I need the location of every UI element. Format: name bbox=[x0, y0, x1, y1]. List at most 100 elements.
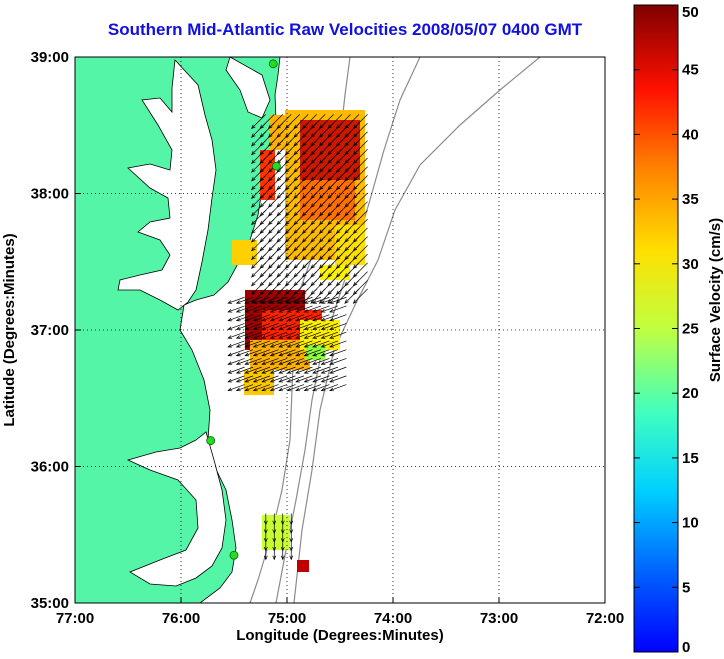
velocity-arrowhead bbox=[235, 326, 241, 330]
velocity-arrowhead bbox=[344, 220, 349, 226]
velocity-arrowhead bbox=[293, 255, 298, 261]
velocity-arrowhead bbox=[352, 203, 358, 208]
velocity-arrowhead bbox=[320, 378, 326, 383]
velocity-arrowhead bbox=[320, 300, 326, 304]
velocity-arrowhead bbox=[295, 343, 301, 348]
velocity-arrowhead bbox=[318, 194, 324, 199]
velocity-arrowhead bbox=[267, 168, 273, 173]
velocity-arrowhead bbox=[335, 281, 341, 287]
velocity-arrowhead bbox=[278, 326, 284, 330]
velocity-arrowhead bbox=[244, 300, 250, 304]
velocity-arrowhead bbox=[269, 335, 275, 339]
velocity-arrowhead bbox=[280, 520, 285, 526]
velocity-arrowhead bbox=[318, 159, 324, 165]
velocity-arrow bbox=[353, 253, 368, 269]
velocity-arrowhead bbox=[244, 378, 250, 383]
velocity-arrowhead bbox=[344, 168, 349, 173]
velocity-arrow bbox=[287, 323, 305, 330]
velocity-arrow bbox=[253, 331, 271, 339]
velocity-arrow bbox=[329, 384, 347, 391]
velocity-arrowhead bbox=[284, 194, 290, 199]
chesapeake-bay bbox=[117, 59, 217, 311]
velocity-arrowhead bbox=[251, 150, 256, 156]
velocity-arrow bbox=[312, 375, 330, 383]
velocity-arrowhead bbox=[295, 300, 301, 304]
velocity-arrowhead bbox=[312, 335, 317, 339]
velocity-arrowhead bbox=[335, 255, 341, 261]
velocity-arrowhead bbox=[310, 229, 315, 234]
velocity-arrow bbox=[312, 296, 330, 304]
velocity-arrowhead bbox=[352, 290, 358, 296]
velocity-arrowhead bbox=[293, 177, 298, 182]
velocity-arrow bbox=[287, 314, 305, 322]
velocity-arrowhead bbox=[276, 177, 281, 182]
velocity-arrowhead bbox=[301, 159, 307, 165]
velocity-arrowhead bbox=[318, 211, 324, 217]
colorbar-tick-label: 15 bbox=[682, 450, 699, 467]
velocity-arrowhead bbox=[327, 124, 332, 130]
velocity-arrowhead bbox=[327, 211, 332, 217]
velocity-arrow bbox=[287, 384, 305, 391]
velocity-arrow bbox=[253, 305, 271, 313]
velocity-arrowhead bbox=[318, 290, 324, 296]
velocity-arrowhead bbox=[269, 308, 275, 313]
velocity-arrowhead bbox=[344, 194, 349, 199]
velocity-arrowhead bbox=[329, 326, 334, 330]
velocity-arrowhead bbox=[259, 194, 264, 199]
velocity-arrowhead bbox=[310, 185, 315, 191]
velocity-arrowhead bbox=[352, 281, 358, 287]
velocity-arrowhead bbox=[310, 281, 315, 287]
velocity-arrow bbox=[329, 349, 347, 356]
velocity-arrowhead bbox=[251, 264, 256, 269]
velocity-arrowhead bbox=[293, 168, 298, 173]
velocity-arrowhead bbox=[284, 246, 290, 252]
velocity-arrowhead bbox=[310, 168, 315, 173]
velocity-arrowhead bbox=[327, 273, 332, 278]
velocity-arrow bbox=[228, 296, 245, 304]
velocity-arrowhead bbox=[335, 194, 341, 199]
velocity-arrowhead bbox=[344, 203, 349, 208]
velocity-arrowhead bbox=[335, 159, 341, 165]
velocity-arrowhead bbox=[318, 220, 324, 226]
velocity-arrowhead bbox=[286, 370, 292, 374]
velocity-arrowhead bbox=[269, 387, 275, 392]
velocity-arrowhead bbox=[312, 343, 317, 348]
velocity-arrow bbox=[270, 305, 288, 313]
velocity-arrow bbox=[321, 305, 338, 313]
velocity-arrowhead bbox=[286, 308, 292, 313]
velocity-arrow bbox=[353, 122, 368, 138]
velocity-arrowhead bbox=[295, 317, 301, 322]
velocity-arrowhead bbox=[327, 220, 332, 226]
velocity-arrow bbox=[329, 366, 347, 374]
velocity-arrow bbox=[268, 114, 284, 129]
velocity-arrow bbox=[278, 305, 296, 313]
velocity-arrow bbox=[236, 323, 254, 330]
colorbar-tick-label: 0 bbox=[682, 639, 690, 656]
velocity-arrowhead bbox=[267, 290, 273, 296]
velocity-arrow bbox=[295, 349, 313, 356]
velocity-arrow bbox=[236, 305, 254, 313]
velocity-arrowhead bbox=[286, 387, 292, 392]
velocity-arrowhead bbox=[312, 326, 317, 330]
velocity-arrowhead bbox=[352, 238, 358, 243]
velocity-arrowhead bbox=[352, 273, 358, 278]
velocity-arrowhead bbox=[295, 387, 301, 392]
velocity-arrow bbox=[236, 366, 254, 374]
velocity-arrowhead bbox=[259, 255, 264, 261]
velocity-arrow bbox=[353, 166, 368, 182]
velocity-arrowhead bbox=[303, 352, 309, 357]
velocity-arrowhead bbox=[320, 308, 326, 313]
velocity-arrowhead bbox=[301, 273, 307, 278]
velocity-arrowhead bbox=[244, 361, 250, 365]
velocity-arrowhead bbox=[352, 246, 358, 252]
velocity-arrowhead bbox=[276, 211, 281, 217]
velocity-arrow bbox=[261, 340, 279, 348]
velocity-arrow bbox=[261, 358, 279, 365]
velocity-arrow bbox=[244, 331, 262, 339]
velocity-arrow bbox=[295, 384, 313, 391]
velocity-arrowhead bbox=[278, 343, 284, 348]
velocity-arrowhead bbox=[335, 211, 341, 217]
velocity-arrowhead bbox=[318, 185, 324, 191]
velocity-arrow bbox=[244, 323, 262, 330]
